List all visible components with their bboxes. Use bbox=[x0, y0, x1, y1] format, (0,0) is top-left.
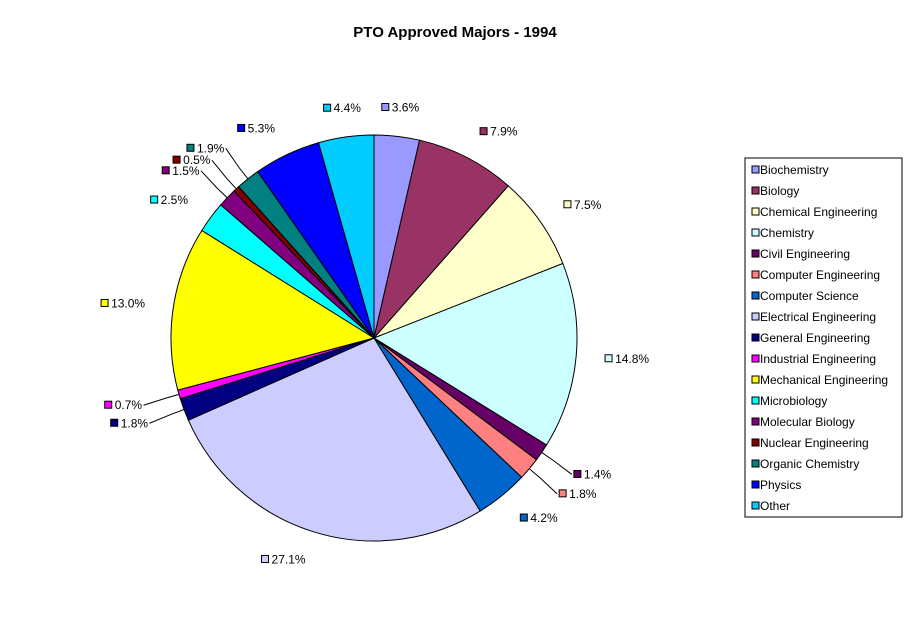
legend-entry-computer-engineering: Computer Engineering bbox=[760, 268, 880, 282]
legend-entry-biochemistry: Biochemistry bbox=[760, 163, 829, 177]
data-label-mechanical-engineering: 13.0% bbox=[111, 296, 145, 310]
data-label-swatch-biochemistry bbox=[381, 102, 390, 111]
pie-slice-other bbox=[317, 134, 375, 339]
data-label-chemical-engineering: 7.5% bbox=[574, 198, 602, 212]
leader-lines bbox=[143, 148, 573, 495]
data-label-swatch-computer-science bbox=[519, 513, 528, 522]
legend-entry-physics: Physics bbox=[760, 478, 801, 492]
legend-swatch-computer-engineering bbox=[751, 270, 760, 279]
data-label-swatch-biology bbox=[479, 127, 488, 136]
legend-swatch-general-engineering bbox=[751, 333, 760, 342]
data-label-other: 4.4% bbox=[334, 101, 362, 115]
legend-entry-molecular-biology: Molecular Biology bbox=[760, 415, 855, 429]
legend-entry-microbiology: Microbiology bbox=[760, 394, 827, 408]
data-label-swatch-physics bbox=[237, 123, 246, 132]
data-label-electrical-engineering: 27.1% bbox=[272, 553, 306, 567]
pie-slices bbox=[170, 134, 578, 542]
data-label-industrial-engineering: 0.7% bbox=[115, 398, 143, 412]
legend-entry-organic-chemistry: Organic Chemistry bbox=[760, 457, 859, 471]
pie-slice-chemistry bbox=[372, 262, 578, 446]
leader-line-nuclear-engineering bbox=[211, 159, 237, 190]
leader-line-civil-engineering bbox=[541, 452, 573, 475]
data-label-swatch-industrial-engineering bbox=[104, 400, 113, 409]
legend-swatch-physics bbox=[751, 480, 760, 489]
pie-slice-electrical-engineering bbox=[187, 337, 481, 542]
leader-line-molecular-biology bbox=[200, 170, 228, 199]
legend: Biochemistry Biology Chemical Engineering C… bbox=[744, 157, 903, 518]
legend-swatch-industrial-engineering bbox=[751, 354, 760, 363]
legend-swatch-microbiology bbox=[751, 396, 760, 405]
legend-entry-other: Other bbox=[760, 499, 790, 513]
data-label-swatch-general-engineering bbox=[110, 418, 119, 427]
legend-swatch-nuclear-engineering bbox=[751, 438, 760, 447]
legend-swatch-computer-science bbox=[751, 291, 760, 300]
data-label-physics: 5.3% bbox=[248, 121, 276, 135]
data-label-swatch-electrical-engineering bbox=[261, 555, 270, 564]
leader-line-computer-engineering bbox=[528, 468, 558, 495]
data-label-general-engineering: 1.8% bbox=[121, 416, 149, 430]
legend-swatch-biology bbox=[751, 186, 760, 195]
pie-slice-chemical-engineering bbox=[373, 185, 564, 339]
legend-entry-computer-science: Computer Science bbox=[760, 289, 859, 303]
legend-entry-electrical-engineering: Electrical Engineering bbox=[760, 310, 876, 324]
legend-entry-nuclear-engineering: Nuclear Engineering bbox=[760, 436, 869, 450]
pie-slice-mechanical-engineering bbox=[170, 229, 376, 391]
pie-slice-biology bbox=[373, 139, 510, 339]
legend-entry-industrial-engineering: Industrial Engineering bbox=[760, 352, 876, 366]
chart-title: PTO Approved Majors - 1994 bbox=[353, 24, 557, 41]
data-label-computer-science: 4.2% bbox=[530, 511, 558, 525]
legend-swatch-mechanical-engineering bbox=[751, 375, 760, 384]
data-label-civil-engineering: 1.4% bbox=[584, 467, 612, 481]
legend-entry-chemistry: Chemistry bbox=[760, 226, 814, 240]
data-label-swatch-chemical-engineering bbox=[563, 200, 572, 209]
data-label-swatch-chemistry bbox=[604, 354, 613, 363]
legend-swatch-electrical-engineering bbox=[751, 312, 760, 321]
legend-swatch-other bbox=[751, 501, 760, 510]
leader-line-industrial-engineering bbox=[143, 393, 180, 406]
legend-swatch-biochemistry bbox=[751, 165, 760, 174]
legend-box bbox=[744, 157, 903, 518]
data-label-microbiology: 2.5% bbox=[161, 193, 189, 207]
data-label-swatch-molecular-biology bbox=[161, 166, 170, 175]
data-label-swatch-civil-engineering bbox=[573, 469, 582, 478]
legend-entry-mechanical-engineering: Mechanical Engineering bbox=[760, 373, 888, 387]
legend-swatch-organic-chemistry bbox=[751, 459, 760, 468]
data-label-nuclear-engineering: 0.5% bbox=[183, 153, 211, 167]
data-label-computer-engineering: 1.8% bbox=[569, 487, 597, 501]
data-labels: 3.6% 7.9% 7.5% 14.8% 1.4% 1.8% 4.2% 27.1% 1.8% 0.… bbox=[100, 100, 649, 567]
leader-line-general-engineering bbox=[149, 409, 185, 424]
legend-swatch-molecular-biology bbox=[751, 417, 760, 426]
legend-entry-biology: Biology bbox=[760, 184, 799, 198]
legend-swatch-chemical-engineering bbox=[751, 207, 760, 216]
data-label-swatch-nuclear-engineering bbox=[172, 155, 181, 164]
data-label-molecular-biology: 1.5% bbox=[172, 164, 200, 178]
data-label-swatch-mechanical-engineering bbox=[100, 298, 109, 307]
legend-entry-civil-engineering: Civil Engineering bbox=[760, 247, 850, 261]
legend-entry-chemical-engineering: Chemical Engineering bbox=[760, 205, 877, 219]
leader-line-organic-chemistry bbox=[225, 148, 249, 180]
data-label-swatch-other bbox=[323, 103, 332, 112]
legend-swatch-civil-engineering bbox=[751, 249, 760, 258]
legend-entry-general-engineering: General Engineering bbox=[760, 331, 870, 345]
data-label-swatch-computer-engineering bbox=[558, 489, 567, 498]
data-label-swatch-microbiology bbox=[150, 195, 159, 204]
data-label-swatch-organic-chemistry bbox=[186, 143, 195, 152]
data-label-chemistry: 14.8% bbox=[615, 352, 649, 366]
data-label-organic-chemistry: 1.9% bbox=[197, 141, 225, 155]
data-label-biochemistry: 3.6% bbox=[392, 100, 420, 114]
legend-swatch-chemistry bbox=[751, 228, 760, 237]
data-label-biology: 7.9% bbox=[490, 125, 518, 139]
